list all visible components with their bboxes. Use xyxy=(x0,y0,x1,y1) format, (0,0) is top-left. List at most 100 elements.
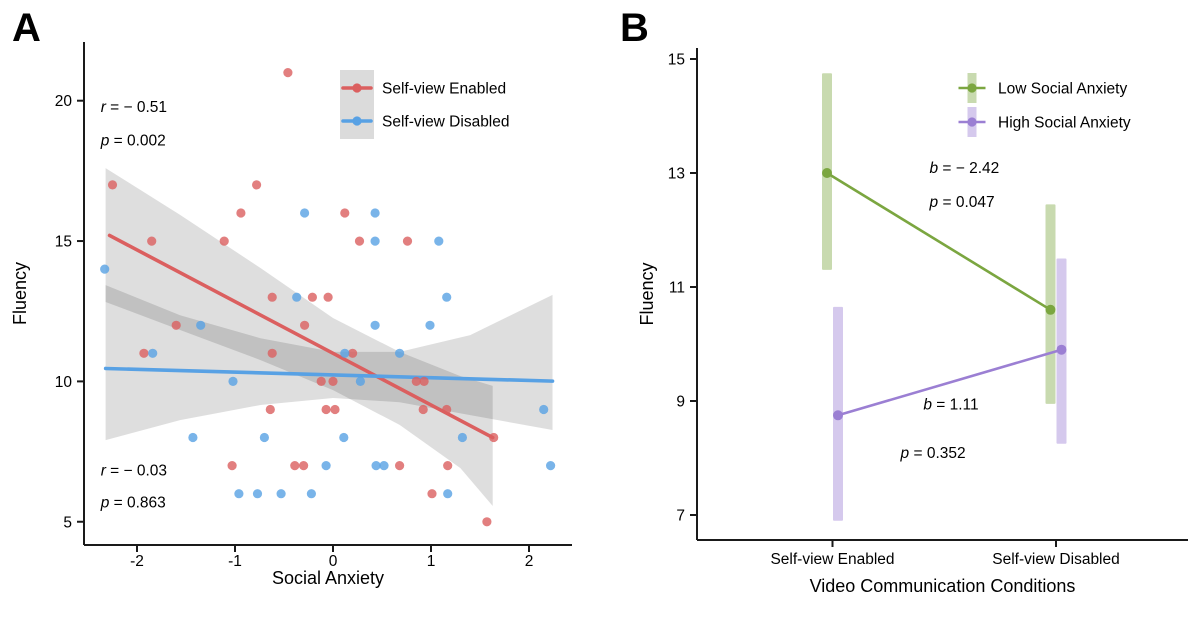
a-x-tick-label: 2 xyxy=(525,553,534,570)
stat-annotation: r = − 0.03 xyxy=(101,462,167,479)
data-point xyxy=(147,236,157,246)
data-point xyxy=(292,292,302,302)
points-self-view-disabled xyxy=(100,208,556,499)
data-point xyxy=(330,404,340,415)
ci-band-disabled xyxy=(105,285,553,441)
b-legend: Low Social Anxiety High Social Anxiety xyxy=(958,73,1131,137)
mean-point xyxy=(822,168,832,178)
data-point xyxy=(316,376,326,386)
data-point xyxy=(411,376,421,386)
a-y-axis-title: Fluency xyxy=(10,262,30,325)
a-legend-key-box xyxy=(340,70,374,139)
data-point xyxy=(299,461,309,471)
trend-line-disabled xyxy=(103,366,555,383)
data-point xyxy=(307,292,317,302)
data-point xyxy=(370,236,380,246)
b-x-category-label: Self-view Disabled xyxy=(992,551,1120,568)
data-point xyxy=(323,292,333,302)
panel-b: 7 9 11 13 15 Self-view Enabled Self-view Disab… xyxy=(637,48,1188,596)
a-y-tick-label: 5 xyxy=(63,514,72,531)
a-legend-label: Self-view Disabled xyxy=(382,114,510,131)
panel-a: 5 10 15 20 -2 -1 0 1 2 Social Anxiety Fluency r = −… xyxy=(10,42,572,588)
data-point xyxy=(402,236,413,246)
stat-annotation: p = 0.047 xyxy=(929,194,995,211)
data-point xyxy=(267,292,277,302)
data-point xyxy=(418,404,428,415)
b-y-axis-title: Fluency xyxy=(637,262,657,325)
data-point xyxy=(442,404,452,415)
b-y-tick-label: 11 xyxy=(669,280,685,297)
data-point xyxy=(306,489,316,499)
data-point xyxy=(443,489,453,499)
data-point xyxy=(227,461,237,471)
b-legend-point-glyph xyxy=(967,83,977,93)
data-point xyxy=(100,264,110,274)
a-legend: Self-view Enabled Self-view Disabled xyxy=(340,70,510,139)
data-point xyxy=(267,348,277,358)
data-point xyxy=(395,348,405,358)
data-point xyxy=(259,432,269,443)
data-point xyxy=(371,461,381,471)
data-point xyxy=(300,320,310,330)
a-legend-point-glyph xyxy=(352,116,362,126)
data-point xyxy=(265,404,275,415)
data-point xyxy=(252,489,263,499)
data-point xyxy=(339,432,349,443)
data-point xyxy=(107,180,118,190)
data-point xyxy=(290,461,300,471)
b-legend-label: Low Social Anxiety xyxy=(998,81,1127,98)
data-point xyxy=(328,376,338,386)
data-point xyxy=(419,376,429,386)
data-point xyxy=(148,348,158,358)
a-legend-label: Self-view Enabled xyxy=(382,81,506,98)
a-x-tick-label: -1 xyxy=(228,553,242,570)
data-point xyxy=(425,320,435,330)
interaction-line-high xyxy=(837,348,1062,417)
mean-point xyxy=(1056,344,1067,355)
b-y-tick-label: 9 xyxy=(676,394,685,411)
data-point xyxy=(457,432,467,443)
data-point xyxy=(354,236,365,246)
stat-annotation: p = 0.002 xyxy=(100,133,166,150)
b-x-axis-title: Video Communication Conditions xyxy=(810,576,1076,596)
data-point xyxy=(196,320,206,330)
panel-b-label: B xyxy=(620,6,649,50)
a-legend-point-glyph xyxy=(352,83,362,93)
panel-a-label: A xyxy=(12,6,41,50)
data-point xyxy=(489,432,499,443)
stat-annotation: b = 1.11 xyxy=(923,397,978,414)
data-point xyxy=(283,68,293,78)
mean-point xyxy=(833,410,843,421)
data-point xyxy=(379,461,389,471)
data-point xyxy=(188,432,198,443)
trend-line-enabled xyxy=(107,233,495,440)
a-y-tick-label: 15 xyxy=(55,234,72,251)
a-x-tick-label: -2 xyxy=(130,553,144,570)
data-point xyxy=(340,348,350,358)
data-point xyxy=(443,461,453,471)
data-point xyxy=(139,348,149,358)
data-point xyxy=(442,292,452,302)
data-point xyxy=(355,376,365,386)
a-x-axis-title: Social Anxiety xyxy=(272,568,384,588)
b-y-tick-label: 13 xyxy=(668,166,685,183)
data-point xyxy=(252,180,262,190)
data-point xyxy=(321,461,331,471)
data-point xyxy=(321,404,331,415)
data-point xyxy=(300,208,310,218)
data-point xyxy=(234,489,244,499)
b-y-tick-label: 7 xyxy=(676,508,685,525)
data-point xyxy=(276,489,286,499)
a-y-tick-label: 20 xyxy=(55,93,73,110)
stat-annotation: b = − 2.42 xyxy=(929,160,999,177)
data-point xyxy=(370,208,380,218)
data-point xyxy=(427,489,437,499)
b-legend-label: High Social Anxiety xyxy=(998,115,1131,132)
b-legend-point-glyph xyxy=(967,117,977,127)
a-y-tick-label: 10 xyxy=(55,374,73,391)
data-point xyxy=(228,376,238,386)
points-self-view-enabled xyxy=(107,68,499,527)
a-x-tick-label: 1 xyxy=(427,553,436,570)
